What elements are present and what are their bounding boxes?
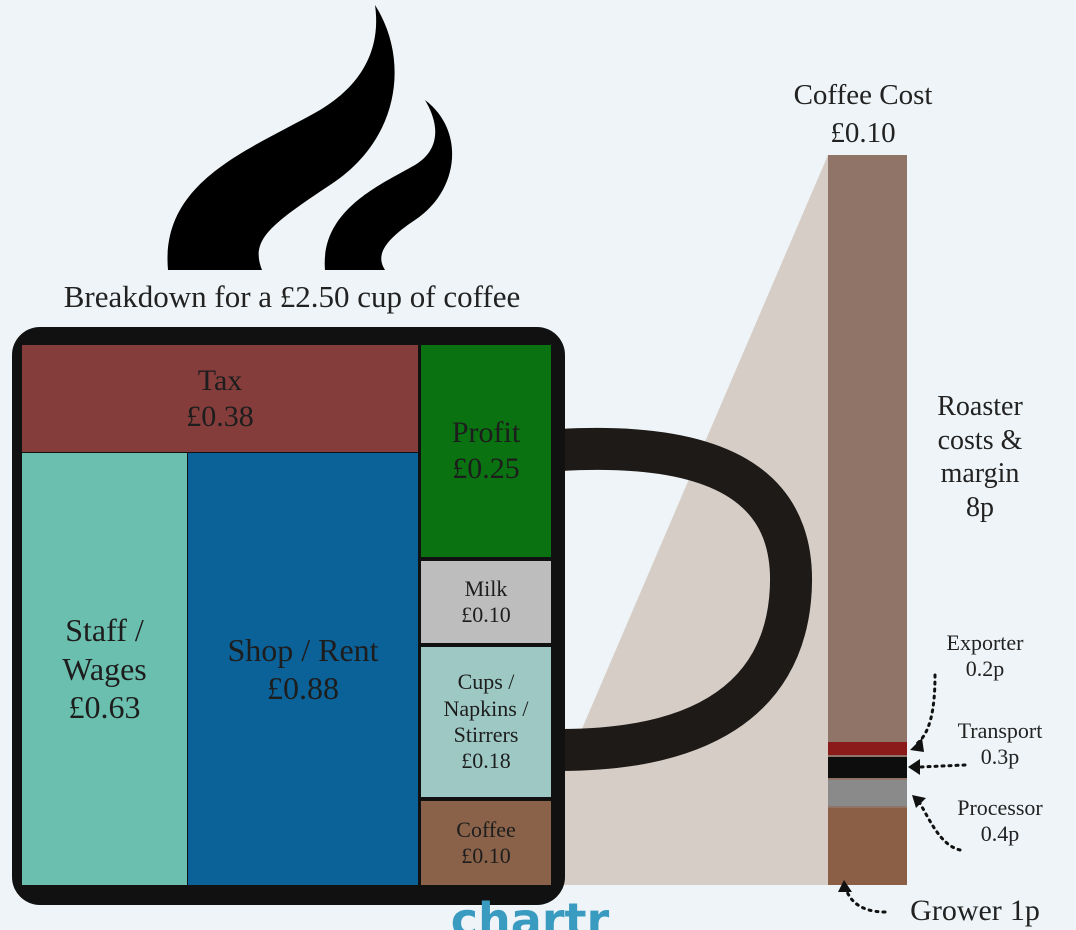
note-value: 0.4p (935, 821, 1065, 847)
tile-value: £0.63 (69, 688, 141, 726)
title: Breakdown for a £2.50 cup of coffee (12, 278, 572, 315)
tile: Shop / Rent£0.88 (188, 453, 418, 885)
arrow (845, 885, 885, 912)
tile-name: Tax (198, 363, 243, 399)
tile: Staff / Wages£0.63 (22, 453, 187, 885)
note-label: Roaster costs & margin (915, 390, 1045, 491)
tile-value: £0.18 (461, 748, 511, 774)
arrowhead (912, 795, 926, 808)
arrowhead (910, 738, 924, 752)
tile-name: Milk (465, 576, 508, 602)
tile-name: Staff / Wages (28, 611, 181, 688)
tile-value: £0.25 (452, 451, 520, 487)
tile: Tax£0.38 (22, 345, 418, 452)
note-value: 8p (915, 491, 1045, 525)
arrow (915, 675, 935, 745)
note-label: Exporter (920, 630, 1050, 656)
tile-name: Shop / Rent (227, 631, 378, 669)
processor-band (828, 780, 907, 806)
note-label: Processor (935, 795, 1065, 821)
tile: Milk£0.10 (421, 561, 551, 643)
tile: Profit£0.25 (421, 345, 551, 557)
note-value: 0.2p (920, 656, 1050, 682)
tile-name: Profit (452, 415, 520, 451)
grower-band (828, 808, 907, 885)
note-value: 0.3p (935, 744, 1065, 770)
tile-value: £0.38 (186, 399, 254, 435)
note-label: Grower (910, 893, 1002, 929)
coffee-cost-title: Coffee Cost (768, 78, 958, 113)
note-value: 1p (1010, 893, 1040, 929)
tile-value: £0.88 (267, 669, 339, 707)
exporter-band (828, 742, 907, 755)
tile-value: £0.10 (461, 602, 511, 628)
infographic: Breakdown for a £2.50 cup of coffee Tax£… (0, 0, 1076, 930)
coffee-cost-value: £0.10 (768, 116, 958, 151)
tile: Cups / Napkins / Stirrers£0.18 (421, 647, 551, 797)
tile-name: Cups / Napkins / Stirrers (427, 669, 545, 748)
transport-band (828, 757, 907, 778)
tile-value: £0.10 (461, 843, 511, 869)
arrowhead (908, 759, 920, 775)
tile: Coffee£0.10 (421, 801, 551, 885)
logo: chartr (440, 893, 620, 930)
tile-name: Coffee (456, 817, 515, 843)
note-label: Transport (935, 718, 1065, 744)
